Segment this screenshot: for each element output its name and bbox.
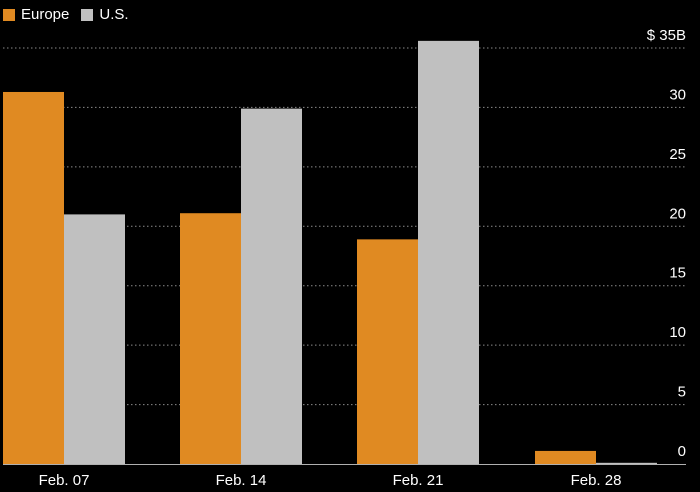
x-tick-label: Feb. 28 [571, 472, 622, 489]
x-tick-label: Feb. 21 [393, 472, 444, 489]
legend-item-europe: Europe [3, 6, 69, 23]
bar-europe [3, 91, 64, 464]
legend-swatch-europe [3, 8, 15, 21]
x-tick-label: Feb. 07 [39, 472, 90, 489]
bar-us [241, 108, 302, 465]
y-tick-label: $ 35B [647, 27, 686, 44]
y-tick-label: 25 [669, 146, 686, 163]
bar-europe [535, 450, 596, 464]
legend-item-us: U.S. [81, 6, 129, 23]
y-tick-label: 30 [669, 86, 686, 103]
legend-label-us: U.S. [99, 6, 129, 23]
x-tick-label: Feb. 14 [216, 472, 267, 489]
y-tick-label: 0 [678, 443, 686, 460]
bar-us [64, 214, 125, 464]
y-tick-label: 10 [669, 324, 686, 341]
y-tick-label: 5 [678, 384, 686, 401]
bar-europe [180, 213, 241, 464]
y-tick-label: 20 [669, 205, 686, 222]
bar-us [418, 40, 479, 465]
chart-legend: Europe U.S. [3, 6, 141, 23]
legend-label-europe: Europe [21, 6, 70, 23]
bar-europe [357, 239, 418, 464]
legend-swatch-us [81, 8, 94, 21]
bar-us [596, 462, 657, 464]
y-tick-label: 15 [669, 265, 686, 282]
